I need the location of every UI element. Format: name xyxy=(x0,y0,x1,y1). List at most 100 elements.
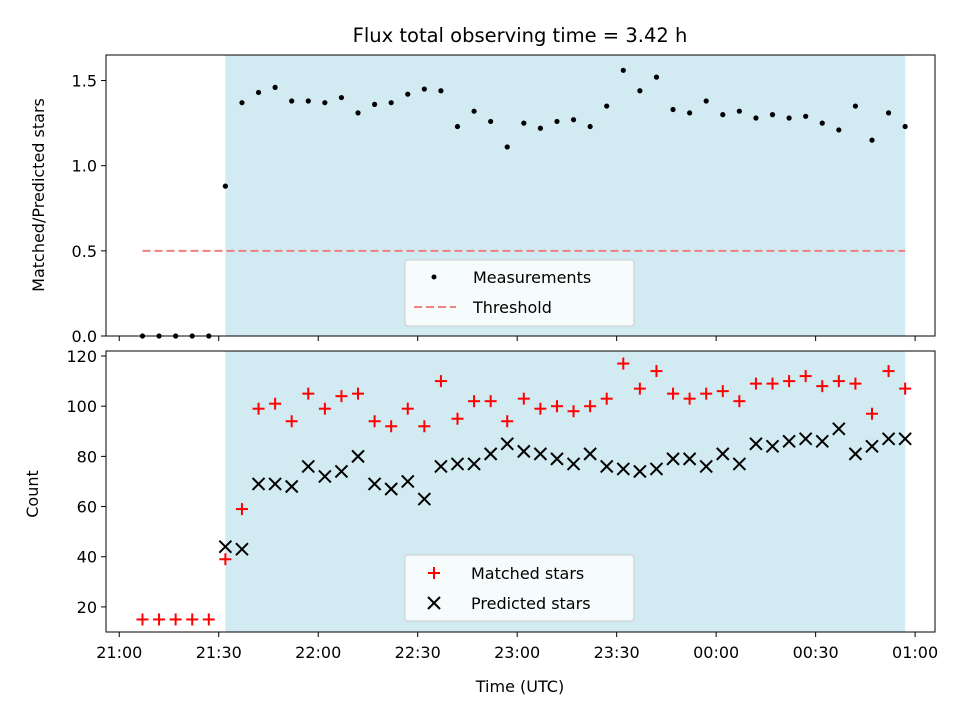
predicted-star-stroke-b xyxy=(583,447,597,461)
matched-star-point xyxy=(269,397,282,410)
bottom-x-tick-label: 21:30 xyxy=(196,643,242,662)
legend-plus-marker xyxy=(428,567,440,579)
predicted-star-point xyxy=(583,447,597,461)
predicted-star-stroke-b xyxy=(749,437,763,451)
predicted-star-point xyxy=(848,447,863,461)
predicted-star-point xyxy=(600,459,614,474)
predicted-star-point xyxy=(235,542,249,556)
matched-star-point xyxy=(849,377,862,390)
measurement-point xyxy=(819,120,825,126)
bottom-x-tick-label: 22:00 xyxy=(295,643,341,662)
matched-star-point xyxy=(749,377,762,390)
matched-star-point xyxy=(633,382,646,395)
matched-star-point xyxy=(865,407,878,420)
measurement-point xyxy=(338,94,345,101)
top-axes-frame xyxy=(105,54,936,337)
bottom-y-tick-label: 100 xyxy=(66,397,97,416)
measurement-point xyxy=(753,115,759,121)
measurement-point xyxy=(570,117,577,123)
matched-star-point xyxy=(169,613,182,626)
predicted-star-stroke-b xyxy=(284,479,299,494)
predicted-star-stroke-b xyxy=(334,464,349,479)
matched-star-point xyxy=(468,395,481,408)
matched-star-point xyxy=(700,387,713,400)
matched-star-point xyxy=(667,387,680,400)
top-y-tick-label: 0.0 xyxy=(72,327,97,346)
measurement-point xyxy=(471,108,477,114)
predicted-star-point xyxy=(815,434,829,449)
predicted-star-point xyxy=(301,459,315,474)
measurement-point xyxy=(554,118,560,125)
measurement-point xyxy=(322,100,328,106)
bottom-y-tick-label: 40 xyxy=(77,548,97,567)
measurement-point xyxy=(902,123,908,130)
predicted-star-stroke-b xyxy=(600,459,614,474)
predicted-star-point xyxy=(500,437,514,451)
matched-star-point xyxy=(534,402,547,415)
predicted-star-point xyxy=(782,434,796,449)
measurement-point xyxy=(703,98,709,104)
matched-star-point xyxy=(501,415,514,428)
bottom-axes-frame xyxy=(105,350,936,633)
matched-star-point xyxy=(352,387,365,400)
predicted-star-stroke-b xyxy=(633,464,647,479)
top-legend: Measurements Threshold xyxy=(404,259,635,327)
measurement-point xyxy=(405,91,411,97)
bottom-y-tick-label: 60 xyxy=(77,498,97,517)
predicted-star-point xyxy=(251,477,266,491)
predicted-star-point xyxy=(218,539,233,554)
measurement-point xyxy=(222,183,228,189)
measurement-point xyxy=(869,137,875,143)
predicted-star-stroke-b xyxy=(848,447,863,461)
matched-star-point xyxy=(832,375,845,388)
bottom-panel: 21:00 21:30 22:00 22:30 23:00 23:30 00:00 00:30… xyxy=(23,347,938,696)
legend-matched-label: Matched stars xyxy=(471,564,584,583)
predicted-star-point xyxy=(649,462,664,476)
predicted-star-point xyxy=(881,432,896,446)
predicted-star-point xyxy=(566,457,581,471)
predicted-star-stroke-b xyxy=(268,477,282,491)
bottom-x-tick-label: 23:30 xyxy=(594,643,640,662)
predicted-star-stroke-b xyxy=(301,459,315,474)
measurement-point xyxy=(488,118,494,125)
matched-star-point xyxy=(202,613,215,626)
predicted-star-stroke-b xyxy=(865,439,879,454)
measurement-point xyxy=(769,112,776,118)
bottom-x-tick-label: 23:00 xyxy=(494,643,540,662)
measurement-point xyxy=(272,84,278,90)
matched-star-point xyxy=(716,385,729,398)
matched-star-point xyxy=(617,357,630,370)
x-axis-label: Time (UTC) xyxy=(475,677,564,696)
predicted-star-point xyxy=(517,444,531,459)
legend-threshold-label: Threshold xyxy=(472,298,552,317)
matched-star-point xyxy=(683,392,696,405)
predicted-star-stroke-b xyxy=(782,434,796,449)
matched-star-point xyxy=(385,420,398,433)
predicted-star-stroke-b xyxy=(251,477,266,491)
predicted-star-stroke-b xyxy=(699,459,713,474)
chart-title: Flux total observing time = 3.42 h xyxy=(353,24,688,47)
predicted-star-stroke-b xyxy=(367,477,382,491)
matched-star-point xyxy=(600,392,613,405)
top-y-tick-label: 1.0 xyxy=(72,157,97,176)
predicted-star-stroke-b xyxy=(732,457,747,471)
matched-star-point xyxy=(335,390,348,403)
predicted-star-stroke-b xyxy=(682,452,697,466)
matched-star-point xyxy=(882,365,895,378)
predicted-star-stroke-b xyxy=(798,432,813,446)
predicted-star-point xyxy=(699,459,713,474)
matched-star-point xyxy=(567,405,580,418)
predicted-star-point xyxy=(798,432,813,446)
matched-star-point xyxy=(401,402,414,415)
predicted-star-stroke-b xyxy=(235,542,249,556)
matched-star-point xyxy=(517,392,530,405)
predicted-star-point xyxy=(467,457,481,471)
predicted-star-stroke-b xyxy=(649,462,664,476)
matched-star-point xyxy=(584,400,597,413)
legend-predicted-label: Predicted stars xyxy=(471,594,591,613)
predicted-star-stroke-b xyxy=(434,459,448,474)
measurement-point xyxy=(786,115,792,121)
measurement-point xyxy=(305,98,311,104)
matched-star-point xyxy=(484,395,497,408)
